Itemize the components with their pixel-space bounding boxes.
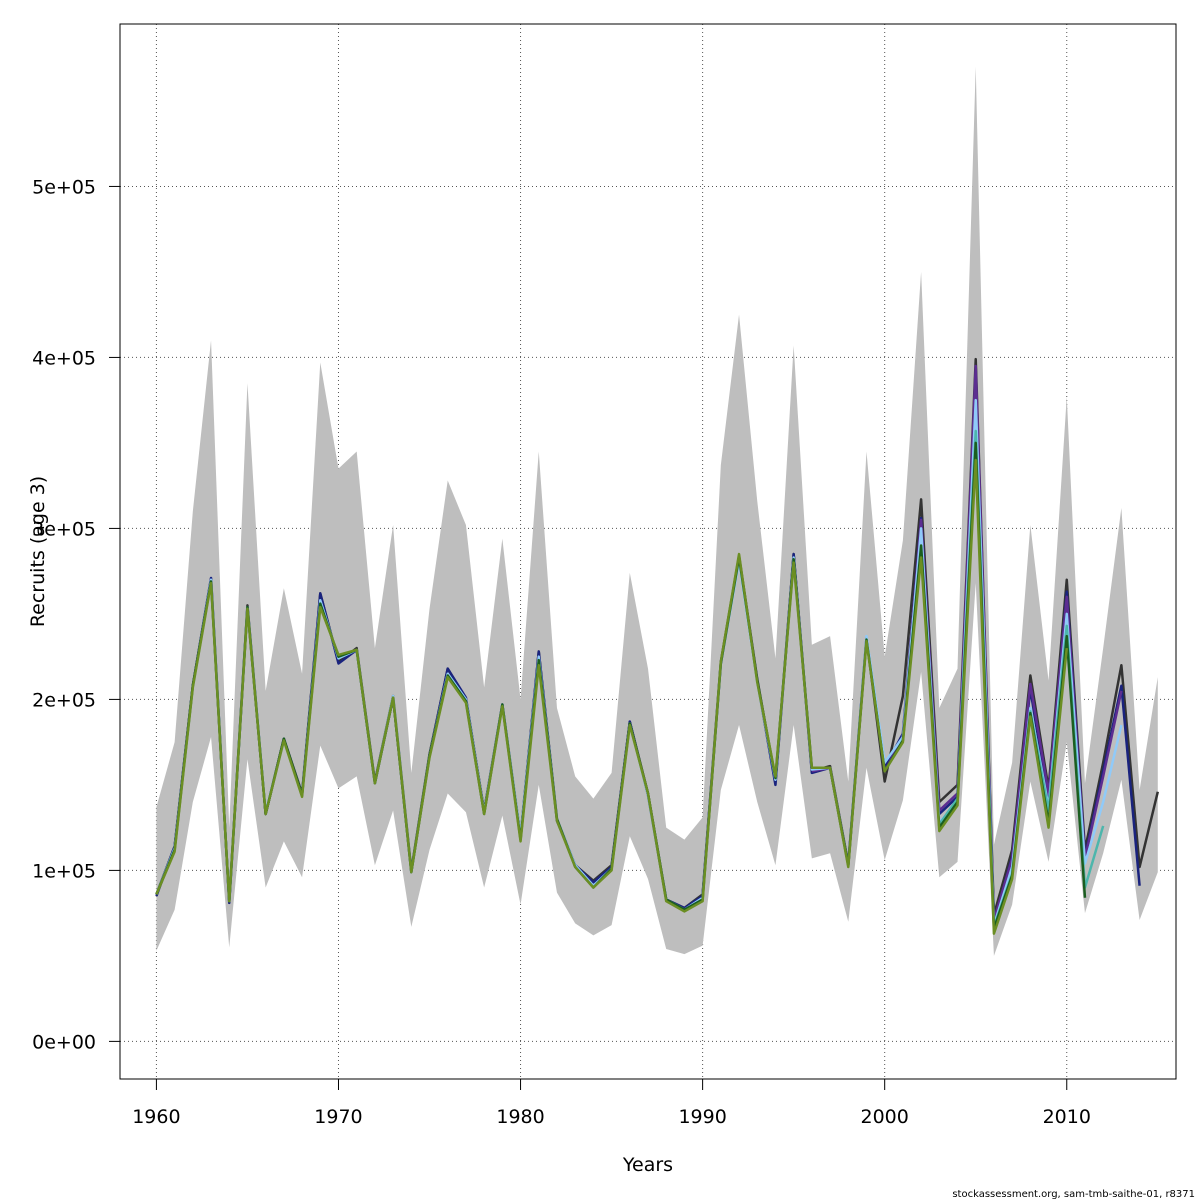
x-tick-label-1970: 1970 <box>314 1106 362 1128</box>
footer-credit: stockassessment.org, sam-tmb-saithe-01, … <box>952 1189 1195 1200</box>
x-tick-label-2000: 2000 <box>861 1106 909 1128</box>
series-lines-layer <box>155 357 1160 935</box>
x-tick-label-1960: 1960 <box>132 1106 180 1128</box>
x-tick-label-1990: 1990 <box>678 1106 726 1128</box>
x-axis-title: Years <box>622 1154 673 1176</box>
plot-frame <box>119 23 1177 1080</box>
confidence-band-layer <box>156 66 1158 956</box>
grid-lines <box>120 24 1176 1079</box>
y-tick-label-3: 3e+05 <box>32 518 96 540</box>
y-tick-label-1: 1e+05 <box>32 860 96 882</box>
y-tick-label-4: 4e+05 <box>32 347 96 369</box>
y-tick-label-2: 2e+05 <box>32 689 96 711</box>
series-line-7 <box>155 458 1069 935</box>
x-tick-label-2010: 2010 <box>1043 1106 1091 1128</box>
axes-layer: 1960 1970 1980 1990 2000 2010 0e+00 1e+05 2e+05 3… <box>32 176 1091 1128</box>
y-tick-label-0: 0e+00 <box>32 1031 96 1053</box>
x-tick-label-1980: 1980 <box>496 1106 544 1128</box>
y-axis-title: Recruits (age 3) <box>27 476 49 627</box>
confidence-band <box>156 66 1158 956</box>
y-tick-label-5: 5e+05 <box>32 176 96 198</box>
